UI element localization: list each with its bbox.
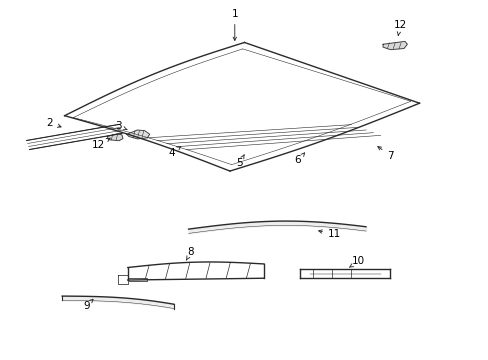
Text: 2: 2 <box>46 118 61 128</box>
Polygon shape <box>107 134 122 141</box>
Text: 6: 6 <box>294 153 304 165</box>
Text: 9: 9 <box>83 299 93 311</box>
Text: 3: 3 <box>115 121 127 131</box>
Polygon shape <box>126 130 149 139</box>
Text: 5: 5 <box>236 155 244 168</box>
Text: 12: 12 <box>393 19 406 35</box>
Text: 7: 7 <box>377 147 393 161</box>
Text: 8: 8 <box>186 247 194 260</box>
Text: 1: 1 <box>231 9 238 40</box>
Text: 10: 10 <box>348 256 365 267</box>
Polygon shape <box>382 41 407 50</box>
Text: 4: 4 <box>168 147 180 158</box>
Text: 11: 11 <box>318 229 340 239</box>
Text: 12: 12 <box>92 138 110 150</box>
